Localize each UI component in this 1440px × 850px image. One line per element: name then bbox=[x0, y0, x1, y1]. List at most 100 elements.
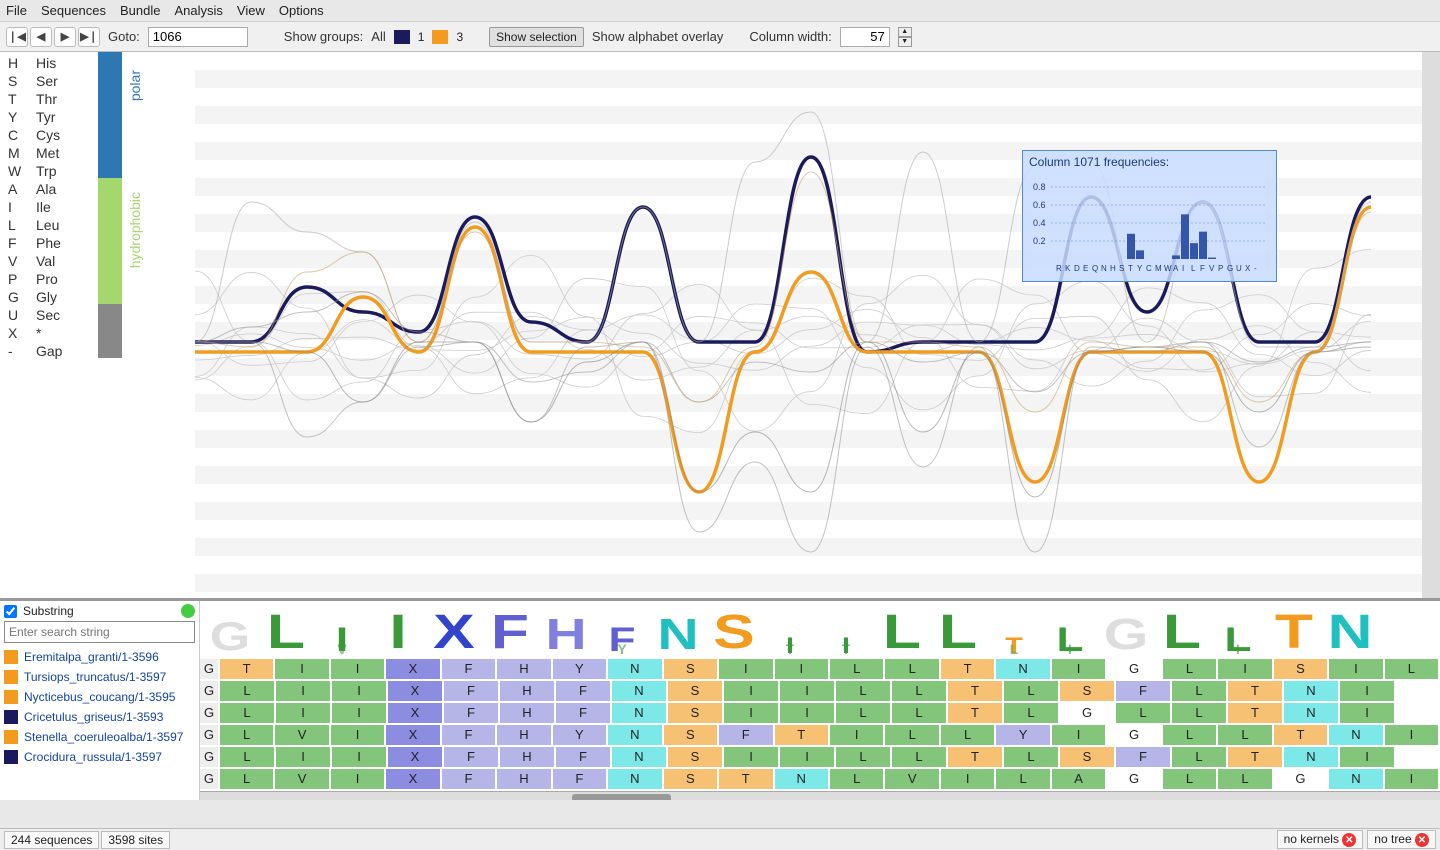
menu-file[interactable]: File bbox=[6, 3, 27, 18]
grid-cell[interactable]: L bbox=[1116, 703, 1170, 723]
grid-cell[interactable]: I bbox=[724, 747, 778, 767]
substring-checkbox[interactable] bbox=[4, 605, 17, 618]
grid-cell[interactable]: G bbox=[200, 659, 218, 679]
grid-cell[interactable]: A bbox=[1052, 769, 1105, 789]
grid-cell[interactable]: L bbox=[892, 681, 946, 701]
grid-cell[interactable]: I bbox=[1329, 659, 1382, 679]
grid-cell[interactable]: T bbox=[948, 747, 1002, 767]
grid-cell[interactable]: F bbox=[444, 681, 498, 701]
grid-cell[interactable]: G bbox=[200, 681, 218, 701]
grid-cell[interactable]: I bbox=[724, 703, 778, 723]
menu-sequences[interactable]: Sequences bbox=[41, 3, 106, 18]
all-label[interactable]: All bbox=[371, 29, 385, 44]
grid-cell[interactable]: G bbox=[200, 747, 218, 767]
grid-cell[interactable]: L bbox=[1385, 659, 1438, 679]
goto-input[interactable] bbox=[148, 27, 248, 47]
grid-cell[interactable]: T bbox=[941, 659, 994, 679]
grid-cell[interactable]: V bbox=[885, 769, 938, 789]
grid-cell[interactable]: L bbox=[1004, 703, 1058, 723]
grid-cell[interactable]: H bbox=[500, 703, 554, 723]
menu-analysis[interactable]: Analysis bbox=[175, 3, 223, 18]
grid-cell[interactable]: I bbox=[332, 703, 386, 723]
grid-cell[interactable]: I bbox=[830, 725, 883, 745]
grid-cell[interactable]: N bbox=[1284, 703, 1338, 723]
grid-cell[interactable]: I bbox=[332, 681, 386, 701]
grid-cell[interactable]: G bbox=[200, 769, 218, 789]
grid-cell[interactable]: I bbox=[719, 659, 772, 679]
grid-cell[interactable]: L bbox=[892, 747, 946, 767]
grid-cell[interactable]: V bbox=[275, 725, 328, 745]
grid-cell[interactable]: S bbox=[668, 681, 722, 701]
grid-cell[interactable]: N bbox=[1284, 747, 1338, 767]
grid-cell[interactable]: L bbox=[885, 725, 938, 745]
grid-cell[interactable]: T bbox=[220, 659, 273, 679]
grid-cell[interactable]: N bbox=[612, 747, 666, 767]
grid-cell[interactable]: G bbox=[1107, 725, 1160, 745]
group3-swatch[interactable] bbox=[432, 30, 448, 44]
grid-cell[interactable]: I bbox=[1340, 703, 1394, 723]
grid-cell[interactable]: L bbox=[1004, 747, 1058, 767]
grid-cell[interactable]: L bbox=[220, 747, 274, 767]
seq-item[interactable]: Tursiops_truncatus/1-3597 bbox=[0, 667, 199, 687]
grid-cell[interactable]: F bbox=[442, 659, 495, 679]
grid-cell[interactable]: I bbox=[331, 769, 384, 789]
grid-cell[interactable]: X bbox=[386, 725, 439, 745]
grid-cell[interactable]: H bbox=[497, 725, 550, 745]
grid-cell[interactable]: L bbox=[1218, 769, 1271, 789]
hscroll[interactable] bbox=[200, 791, 1440, 800]
grid-cell[interactable]: F bbox=[442, 725, 495, 745]
grid-cell[interactable]: L bbox=[1163, 725, 1216, 745]
grid-cell[interactable]: F bbox=[444, 747, 498, 767]
grid-cell[interactable]: L bbox=[1163, 769, 1216, 789]
grid-cell[interactable]: N bbox=[1284, 681, 1338, 701]
grid-cell[interactable]: G bbox=[200, 725, 218, 745]
grid-cell[interactable]: S bbox=[1060, 747, 1114, 767]
grid-cell[interactable]: N bbox=[1329, 769, 1382, 789]
grid-cell[interactable]: H bbox=[497, 769, 550, 789]
grid-cell[interactable]: L bbox=[836, 747, 890, 767]
grid-cell[interactable]: I bbox=[1340, 747, 1394, 767]
grid-cell[interactable]: F bbox=[556, 703, 610, 723]
grid-cell[interactable]: I bbox=[1218, 659, 1271, 679]
grid-cell[interactable]: L bbox=[996, 769, 1049, 789]
search-input[interactable] bbox=[4, 621, 195, 643]
grid-cell[interactable]: I bbox=[1052, 725, 1105, 745]
grid-cell[interactable]: L bbox=[941, 725, 994, 745]
grid-cell[interactable]: F bbox=[553, 769, 606, 789]
grid-cell[interactable]: N bbox=[996, 659, 1049, 679]
menu-bundle[interactable]: Bundle bbox=[120, 3, 160, 18]
grid-cell[interactable]: F bbox=[1116, 681, 1170, 701]
grid-cell[interactable]: T bbox=[719, 769, 772, 789]
colwidth-input[interactable] bbox=[840, 27, 890, 47]
grid-cell[interactable]: F bbox=[442, 769, 495, 789]
seq-item[interactable]: Stenella_coeruleoalba/1-3597 bbox=[0, 727, 199, 747]
grid-cell[interactable]: N bbox=[612, 703, 666, 723]
grid-cell[interactable]: T bbox=[1228, 703, 1282, 723]
grid-cell[interactable]: T bbox=[775, 725, 828, 745]
grid-cell[interactable]: G bbox=[1060, 703, 1114, 723]
nav-first[interactable]: ❘◀ bbox=[6, 27, 28, 47]
grid-cell[interactable]: I bbox=[780, 747, 834, 767]
grid-cell[interactable]: X bbox=[388, 747, 442, 767]
grid-cell[interactable]: L bbox=[830, 659, 883, 679]
seq-item[interactable]: Cricetulus_griseus/1-3593 bbox=[0, 707, 199, 727]
grid-cell[interactable]: I bbox=[724, 681, 778, 701]
bundle-chart[interactable]: Column 1071 frequencies: 0.80.60.40.2RKD… bbox=[195, 52, 1422, 598]
grid-cell[interactable]: N bbox=[608, 725, 661, 745]
seq-item[interactable]: Nycticebus_coucang/1-3595 bbox=[0, 687, 199, 707]
grid-cell[interactable]: I bbox=[331, 725, 384, 745]
grid-cell[interactable]: I bbox=[780, 703, 834, 723]
grid-cell[interactable]: I bbox=[1385, 725, 1438, 745]
grid-cell[interactable]: F bbox=[719, 725, 772, 745]
seq-item[interactable]: Crocidura_russula/1-3597 bbox=[0, 747, 199, 767]
menu-options[interactable]: Options bbox=[279, 3, 324, 18]
grid-cell[interactable]: L bbox=[1218, 725, 1271, 745]
grid-cell[interactable]: G bbox=[1107, 769, 1160, 789]
grid-cell[interactable]: T bbox=[1228, 681, 1282, 701]
grid-cell[interactable]: N bbox=[608, 659, 661, 679]
grid-cell[interactable]: L bbox=[1172, 747, 1226, 767]
grid-cell[interactable]: L bbox=[830, 769, 883, 789]
grid-cell[interactable]: I bbox=[1385, 769, 1438, 789]
grid-cell[interactable]: H bbox=[497, 659, 550, 679]
menu-view[interactable]: View bbox=[237, 3, 265, 18]
